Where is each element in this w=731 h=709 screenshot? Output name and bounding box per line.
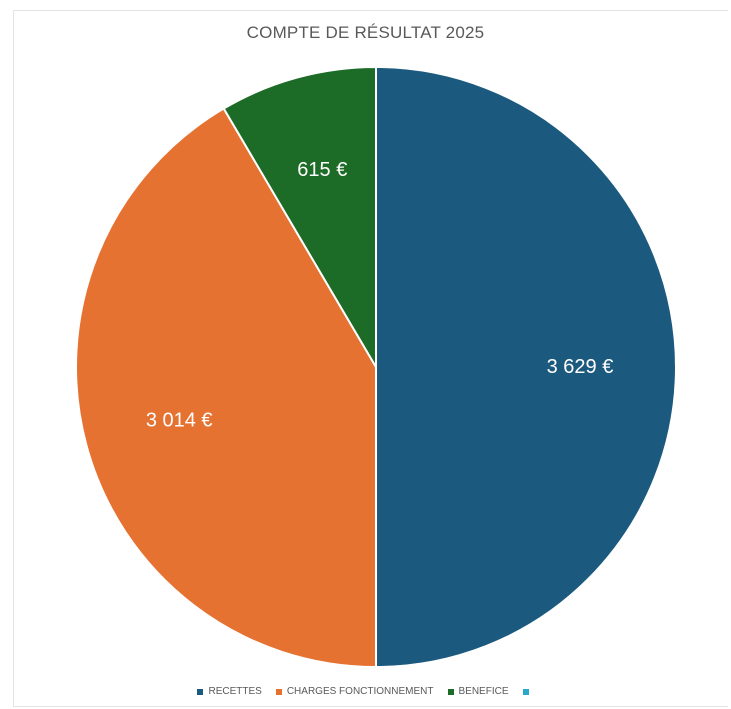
legend-swatch xyxy=(447,688,454,695)
legend-label: BENEFICE xyxy=(458,686,509,697)
legend-swatch xyxy=(275,688,282,695)
legend-item: CHARGES FONCTIONNEMENT xyxy=(275,686,434,697)
pie-slice-recettes xyxy=(375,65,677,669)
chart-legend: RECETTES CHARGES FONCTIONNEMENT BENEFICE xyxy=(0,686,731,697)
legend-item: BENEFICE xyxy=(447,686,509,697)
pie-slice-charges-fonctionnement xyxy=(75,107,377,669)
pie-slice-benefice xyxy=(222,65,377,371)
data-label-charges-fonctionnement: 3 014 € xyxy=(146,410,213,432)
data-label-benefice: 615 € xyxy=(297,159,347,181)
legend-label: RECETTES xyxy=(208,686,262,697)
chart-title: COMPTE DE RÉSULTAT 2025 xyxy=(246,23,485,42)
legend-item xyxy=(522,688,534,695)
legend-item: RECETTES xyxy=(197,686,262,697)
legend-label: CHARGES FONCTIONNEMENT xyxy=(286,686,434,697)
legend-swatch xyxy=(522,688,529,695)
data-label-recettes: 3 629 € xyxy=(547,356,614,378)
legend-swatch xyxy=(197,688,204,695)
